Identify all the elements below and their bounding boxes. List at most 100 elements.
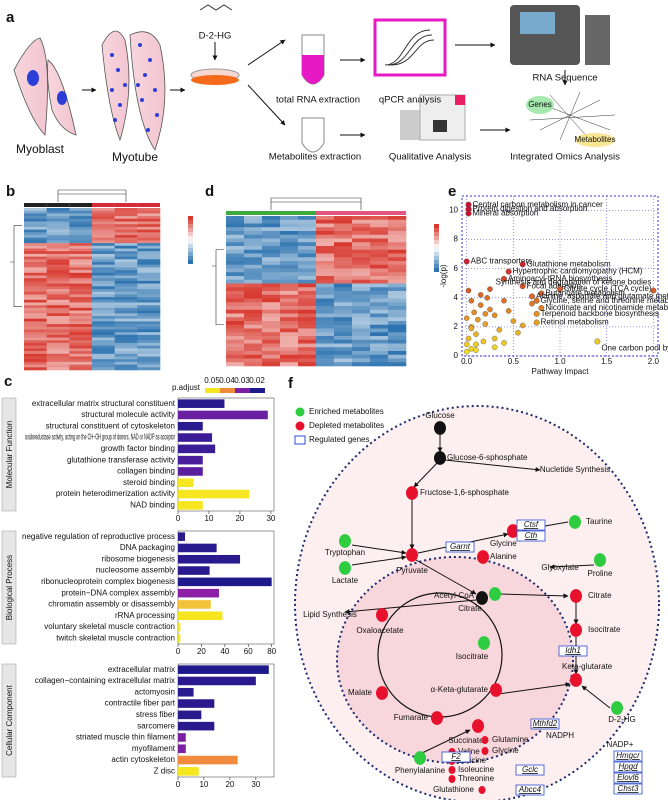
heatmap-cell	[334, 287, 353, 292]
heatmap-cell	[244, 309, 263, 314]
heatmap-cell	[298, 223, 317, 228]
heatmap-cell	[92, 337, 115, 341]
metabolite-node	[477, 550, 489, 564]
heatmap-cell	[69, 280, 93, 284]
strip	[1, 663, 17, 778]
group-bar	[352, 211, 370, 215]
metabolite-node	[478, 785, 486, 795]
x-tick-label: 20	[197, 647, 206, 656]
point	[468, 325, 475, 332]
metabolite-label: Glucose	[425, 411, 455, 420]
heatmap-cell	[316, 287, 335, 292]
heatmap-cell	[92, 310, 115, 314]
heatmap-cell	[114, 248, 138, 252]
heatmap-cell	[226, 283, 245, 288]
heatmap-cell	[352, 246, 371, 251]
heatmap-cell	[46, 310, 70, 314]
heatmap-cell	[262, 332, 281, 337]
heatmap-cell	[92, 213, 115, 217]
metabolite-label: D-2-HG	[608, 715, 636, 724]
heatmap-cell	[316, 358, 335, 363]
heatmap-cell	[24, 243, 47, 247]
heatmap-cell	[262, 336, 281, 341]
heatmap-cell	[370, 242, 389, 247]
heatmap-cell	[280, 317, 299, 322]
heatmap-cell	[370, 264, 389, 269]
heatmap-cell	[316, 324, 335, 329]
heatmap-cell	[334, 362, 353, 367]
gene-box	[515, 764, 545, 776]
heatmap-cell	[24, 218, 47, 222]
heatmap-cell	[24, 253, 47, 257]
point-label: Glycine, serine and threonine metabolism	[541, 296, 668, 305]
heatmap-cell	[92, 264, 115, 268]
heatmap-cell	[24, 232, 47, 236]
heatmap-cell	[262, 354, 281, 359]
color-key	[434, 268, 439, 272]
heatmap-cell	[46, 316, 70, 319]
heatmap-cell	[388, 321, 407, 326]
color-key	[434, 264, 439, 268]
gene-box	[445, 541, 475, 553]
heatmap-cell	[114, 232, 138, 236]
heatmap-cell	[137, 278, 161, 282]
bar	[178, 543, 217, 553]
heatmap-cell	[388, 223, 407, 228]
legend-dot	[295, 407, 305, 417]
heatmap-cell	[69, 251, 93, 255]
workflow-label: Genes	[528, 100, 552, 109]
heatmap-cell	[114, 307, 138, 311]
gene-label: Chst3	[618, 784, 639, 793]
point	[519, 261, 526, 268]
metabolite-label: Taurine	[586, 517, 613, 526]
heatmap-cell	[114, 326, 138, 330]
metabolite-node	[481, 746, 489, 756]
legend-tick-label: 0.04	[219, 376, 235, 385]
heatmap-cell	[137, 216, 161, 220]
point	[501, 340, 507, 346]
heatmap-cell	[114, 310, 138, 314]
heatmap-cell	[388, 339, 407, 344]
heatmap-cell	[114, 353, 138, 357]
heatmap-cell	[352, 257, 371, 262]
heatmap-cell	[352, 362, 371, 367]
heatmap-cell	[280, 343, 299, 348]
color-key	[434, 252, 439, 256]
heatmap-cell	[114, 361, 138, 365]
heatmap-cell	[92, 367, 115, 371]
y-tick-label: negative regulation of reproductive proc…	[22, 532, 175, 541]
heatmap-cell	[24, 321, 47, 325]
heatmap-cell	[24, 348, 47, 352]
heatmap-cell	[334, 257, 353, 262]
heatmap-cell	[137, 221, 161, 225]
heatmap-cell	[114, 367, 138, 371]
bar	[178, 710, 202, 720]
heatmap-cell	[46, 353, 70, 357]
heatmap-cell	[370, 227, 389, 232]
heatmap-cell	[69, 324, 93, 328]
heatmap-cell	[46, 329, 70, 333]
heatmap-cell	[298, 227, 317, 232]
x-tick-label: 0	[176, 514, 181, 523]
heatmap-cell	[298, 279, 317, 284]
x-tick-label: 20	[225, 780, 234, 789]
metabolite-node	[448, 765, 456, 775]
dendrogram	[57, 189, 127, 202]
heatmap-cell	[244, 253, 263, 258]
color-key	[188, 228, 193, 232]
heatmap-cell	[46, 259, 70, 263]
heatmap-cell	[298, 358, 317, 363]
dendrogram	[10, 225, 22, 307]
heatmap-cell	[388, 302, 407, 307]
heatmap-cell	[244, 317, 263, 322]
heatmap-cell	[298, 276, 317, 281]
point	[475, 316, 481, 323]
heatmap-cell	[69, 321, 93, 325]
heatmap-cell	[244, 223, 263, 228]
heatmap-cell	[69, 302, 93, 306]
heatmap-cell	[114, 262, 138, 265]
heatmap-cell	[226, 234, 245, 239]
heatmap-cell	[298, 294, 317, 299]
y-tick-label: protein−DNA complex assembly	[61, 588, 175, 597]
heatmap-cell	[226, 347, 245, 352]
